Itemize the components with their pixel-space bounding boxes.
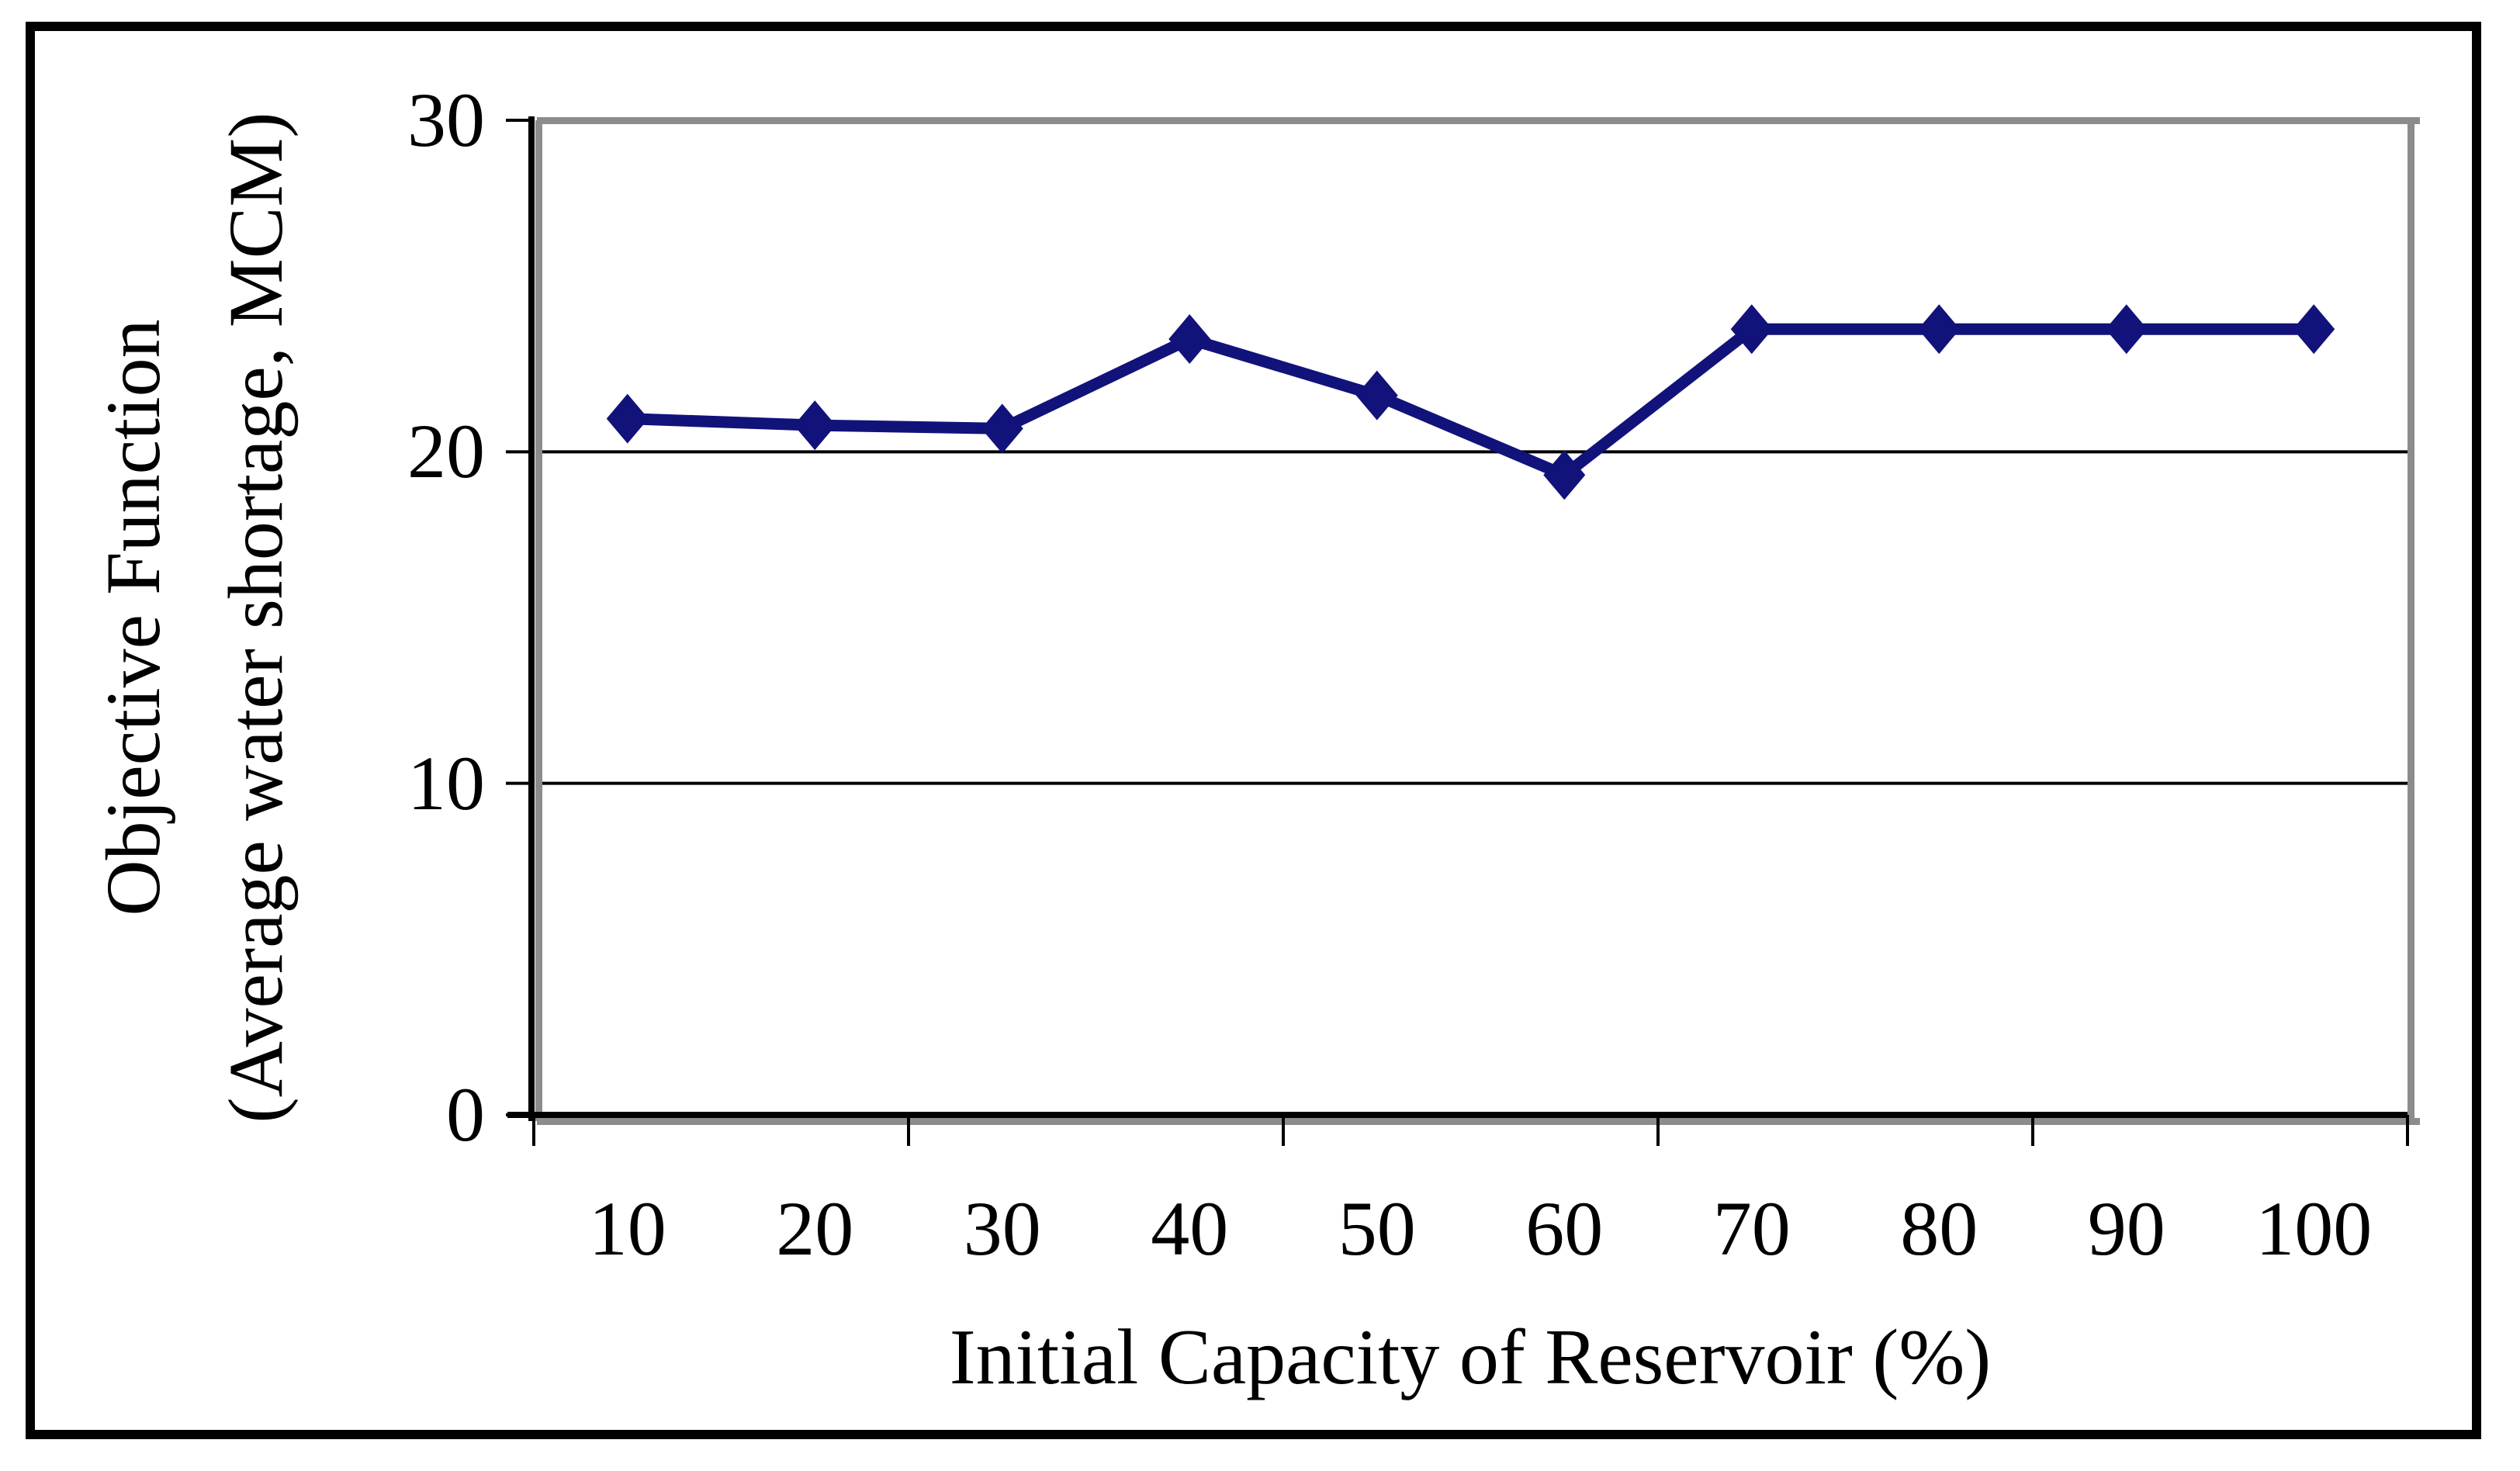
x-axis-tick-label: 30 xyxy=(963,1185,1041,1272)
x-axis-shadow xyxy=(537,1118,2420,1125)
data-series-line xyxy=(627,323,2314,482)
y-axis-title-line1: Objective Function xyxy=(90,319,176,916)
plot-border-top xyxy=(537,117,2420,124)
x-axis-tick-label: 70 xyxy=(1712,1185,1791,1272)
x-axis-tick-label: 40 xyxy=(1151,1185,1229,1272)
data-point-marker xyxy=(606,393,649,444)
x-axis-tick-label: 50 xyxy=(1338,1185,1416,1272)
x-axis-tick-label: 80 xyxy=(1900,1185,1978,1272)
y-axis-tick-label: 10 xyxy=(407,739,485,826)
x-axis-tick-label: 100 xyxy=(2255,1185,2373,1272)
figure-border xyxy=(26,22,2481,1439)
y-axis-title-line2: (Average water shortage, MCM) xyxy=(213,112,299,1123)
x-axis-tick-label: 60 xyxy=(1525,1185,1604,1272)
data-point-marker xyxy=(1730,304,1773,355)
x-axis-tick-label: 10 xyxy=(588,1185,666,1272)
y-axis-tick-label: 30 xyxy=(407,77,485,163)
plot-border-right xyxy=(2408,117,2414,1125)
data-point-marker xyxy=(981,403,1023,454)
data-point-marker xyxy=(1355,370,1398,421)
x-axis-tick-label: 20 xyxy=(776,1185,854,1272)
y-axis-tick-label: 20 xyxy=(407,408,485,495)
y-axis-shadow xyxy=(535,120,542,1121)
y-axis-tick-label: 0 xyxy=(446,1071,485,1158)
data-point-marker xyxy=(1918,304,1961,355)
data-point-marker xyxy=(2293,304,2335,355)
data-point-marker xyxy=(1543,450,1586,500)
data-point-marker xyxy=(2105,304,2148,355)
x-axis-tick-label: 90 xyxy=(2087,1185,2165,1272)
data-point-marker xyxy=(1168,314,1211,365)
x-axis-title: Initial Capacity of Reservoir (%) xyxy=(949,1314,1992,1401)
data-point-marker xyxy=(794,400,836,451)
